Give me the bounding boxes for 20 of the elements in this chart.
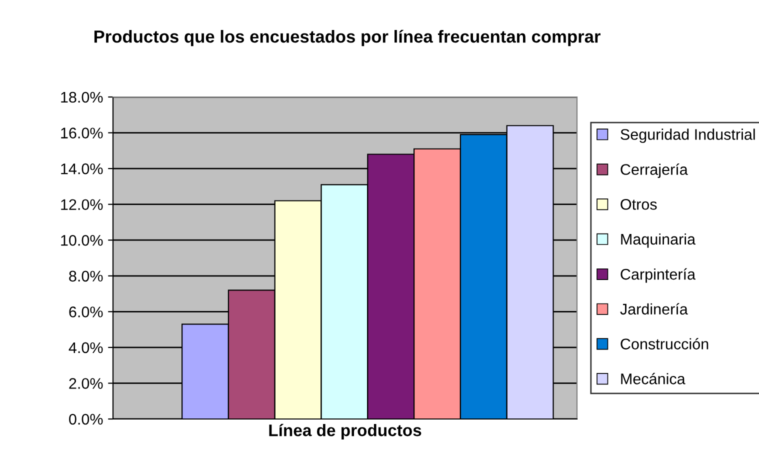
y-tick-label: 6.0%	[69, 306, 103, 318]
y-tick-label: 2.0%	[69, 378, 103, 389]
x-axis-title: Línea de productos	[269, 424, 422, 440]
legend-label: Cerrajería	[620, 164, 688, 178]
legend-label: Jardinería	[620, 303, 688, 315]
y-tick-label: 4.0%	[68, 342, 103, 354]
y-tick-label: 14.0%	[61, 163, 103, 174]
y-tick-label: 18.0%	[61, 92, 103, 103]
legend-label: Seguridad Industrial	[620, 128, 755, 143]
y-tick-label: 10.0%	[61, 234, 103, 246]
y-tick-label: 8.0%	[69, 270, 103, 282]
y-tick-label: 0.0%	[69, 414, 103, 425]
legend-label: Otros	[620, 198, 657, 210]
chart-title: Productos que los encuestados por línea frecuentan comprar	[94, 30, 600, 46]
legend-label: Construcción	[620, 338, 708, 350]
legend-label: Maquinaria	[621, 233, 696, 248]
y-tick-label: 12.0%	[61, 199, 103, 210]
y-tick-label: 16.0%	[61, 128, 103, 138]
legend-label: Carpintería	[620, 268, 696, 283]
legend-label: Mecánica	[621, 372, 686, 384]
